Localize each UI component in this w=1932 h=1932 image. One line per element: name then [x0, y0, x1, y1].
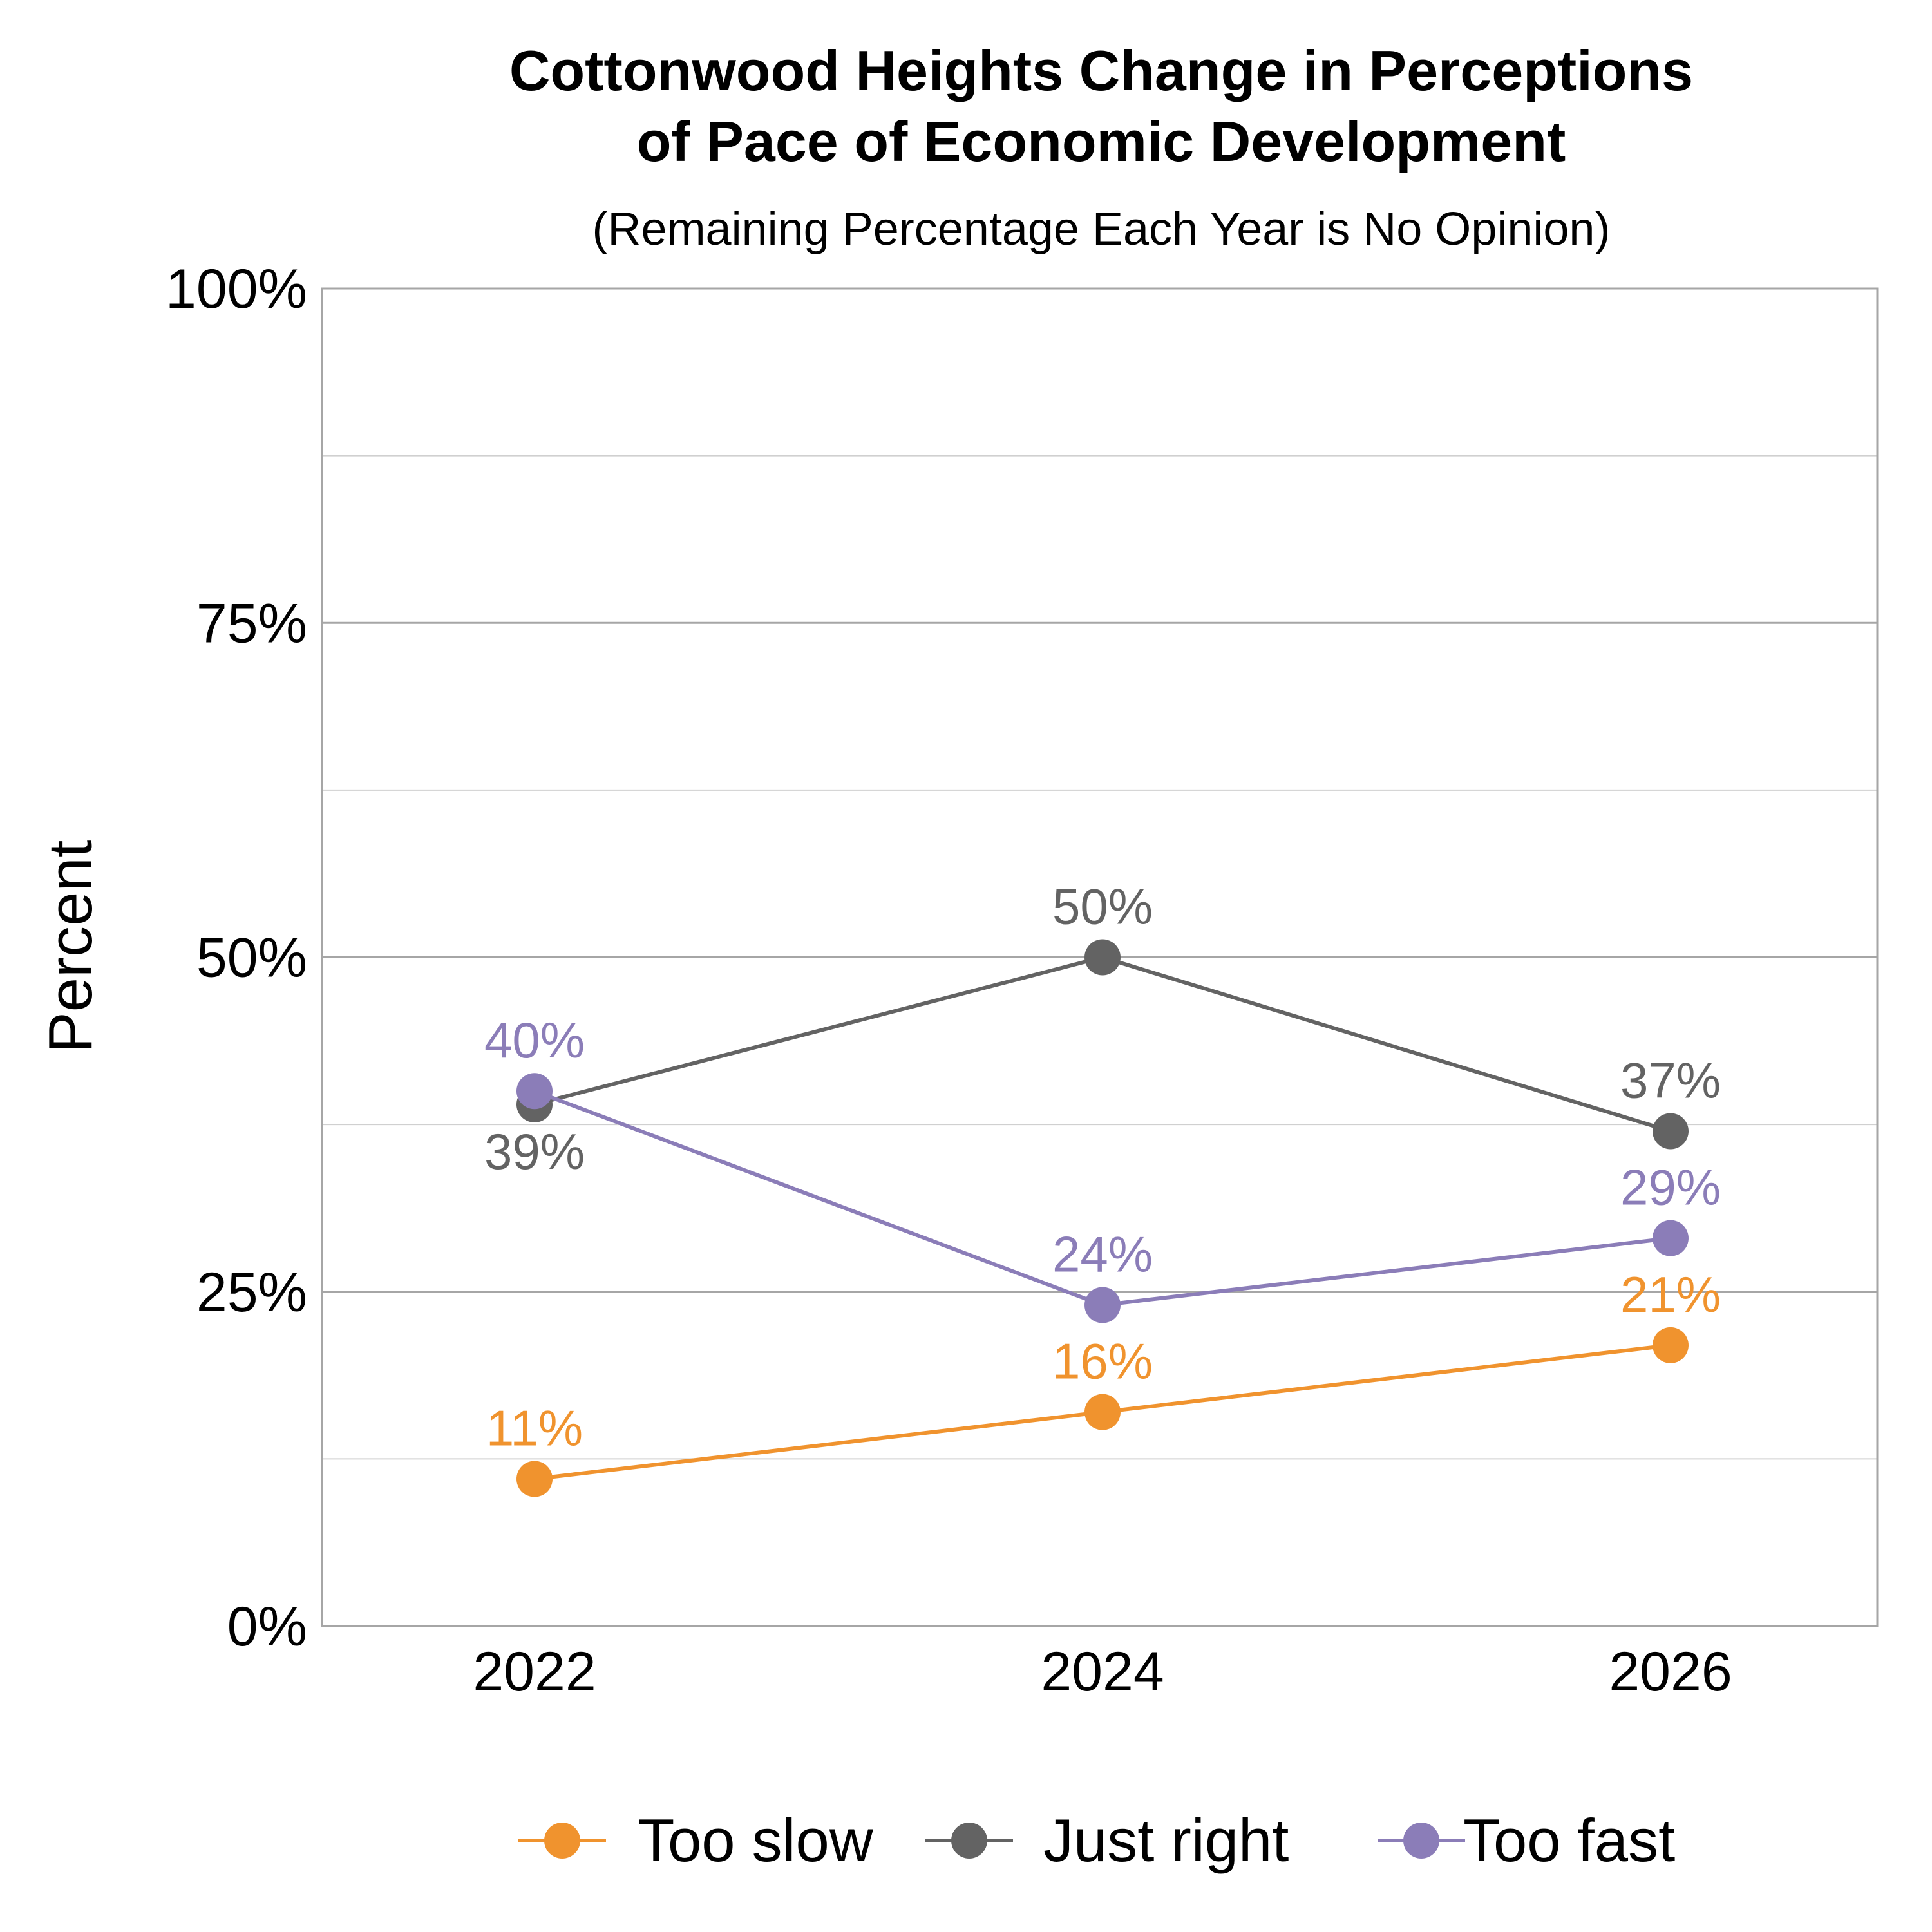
legend-marker	[544, 1823, 580, 1859]
data-label: 29%	[1620, 1159, 1721, 1216]
legend-marker	[1403, 1823, 1439, 1859]
series: 11% 16% 21% 39% 50% 37% 40% 24% 29%	[484, 878, 1721, 1497]
y-tick-label: 25%	[196, 1262, 307, 1323]
y-tick-label: 0%	[227, 1596, 307, 1658]
data-label: 11%	[486, 1400, 583, 1457]
data-point	[516, 1073, 553, 1110]
data-point	[1084, 1287, 1121, 1323]
x-tick-label: 2024	[1041, 1641, 1164, 1703]
chart-subtitle: (Remaining Percentage Each Year is No Op…	[592, 204, 1611, 255]
data-label: 39%	[484, 1123, 585, 1180]
y-axis-label: Percent	[36, 840, 105, 1054]
data-label: 50%	[1052, 878, 1153, 935]
series-line	[534, 955, 1671, 1133]
y-axis-ticks: 0% 25% 50% 75% 100%	[166, 258, 307, 1658]
y-tick-label: 75%	[196, 592, 307, 654]
data-point	[1653, 1113, 1689, 1150]
y-tick-label: 100%	[166, 258, 307, 320]
x-tick-label: 2022	[473, 1641, 596, 1703]
y-tick-label: 50%	[196, 927, 307, 989]
plot-area-frame	[321, 287, 1879, 1627]
data-label: 40%	[484, 1012, 585, 1068]
series-too-slow: 11% 16% 21%	[486, 1266, 1721, 1497]
legend-label: Too slow	[638, 1806, 874, 1874]
data-label: 21%	[1620, 1266, 1721, 1323]
data-point	[1084, 1394, 1121, 1430]
data-point	[516, 1461, 553, 1497]
legend-label: Just right	[1043, 1806, 1289, 1874]
legend-item: Too fast	[1378, 1806, 1675, 1874]
legend-item: Just right	[925, 1806, 1289, 1874]
chart-title-line1: Cottonwood Heights Change in Perceptions	[509, 39, 1693, 102]
legend-label: Too fast	[1463, 1806, 1675, 1874]
series-just-right: 39% 50% 37%	[484, 878, 1721, 1180]
x-tick-label: 2026	[1609, 1641, 1732, 1703]
data-label: 16%	[1052, 1333, 1153, 1390]
legend: Too slow Just right Too fast	[518, 1806, 1675, 1874]
chart-title-line2: of Pace of Economic Development	[637, 109, 1566, 173]
data-label: 37%	[1620, 1052, 1721, 1109]
data-point	[1653, 1327, 1689, 1363]
data-point	[1084, 939, 1121, 976]
series-too-fast: 40% 24% 29%	[484, 1012, 1721, 1323]
data-point	[1653, 1220, 1689, 1256]
data-label: 24%	[1052, 1226, 1153, 1283]
x-axis-ticks: 2022 2024 2026	[473, 1641, 1732, 1703]
legend-item: Too slow	[518, 1806, 874, 1874]
legend-marker	[951, 1823, 987, 1859]
